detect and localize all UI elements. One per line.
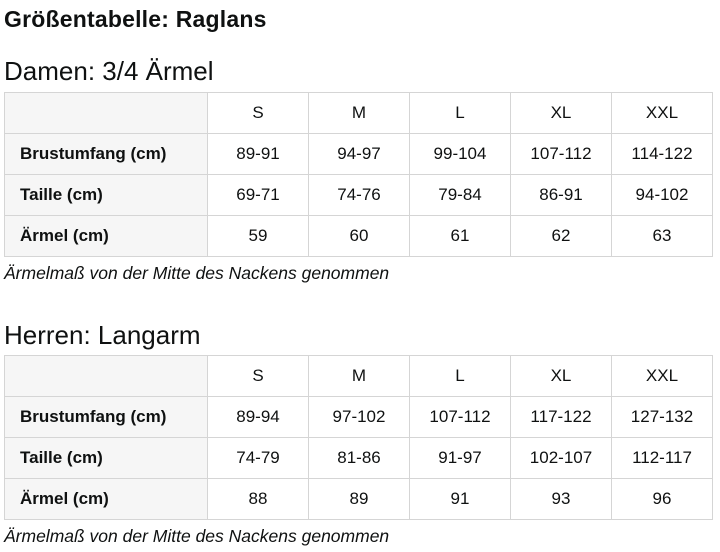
table-row-taille: Taille (cm) 74-79 81-86 91-97 102-107 11… <box>4 437 713 479</box>
table-cell: 89-94 <box>207 396 309 438</box>
table-cell: 89-91 <box>207 133 309 175</box>
size-header-m: M <box>308 355 410 397</box>
table-row-aermel: Ärmel (cm) 88 89 91 93 96 <box>4 478 713 520</box>
table-cell: 88 <box>207 478 309 520</box>
table-cell: 107-112 <box>409 396 511 438</box>
size-header-m: M <box>308 92 410 134</box>
table-cell: 102-107 <box>510 437 612 479</box>
size-table-damen: S M L XL XXL Brustumfang (cm) 89-91 94-9… <box>4 92 713 257</box>
table-cell: 112-117 <box>611 437 713 479</box>
table-row-aermel: Ärmel (cm) 59 60 61 62 63 <box>4 215 713 257</box>
row-label-brustumfang: Brustumfang (cm) <box>4 133 208 175</box>
section-heading-herren: Herren: Langarm <box>4 320 201 350</box>
page-title: Größentabelle: Raglans <box>4 6 267 32</box>
table-cell: 91 <box>409 478 511 520</box>
table-cell: 117-122 <box>510 396 612 438</box>
table-cell: 127-132 <box>611 396 713 438</box>
row-label-taille: Taille (cm) <box>4 437 208 479</box>
table-cell: 99-104 <box>409 133 511 175</box>
table-cell: 96 <box>611 478 713 520</box>
section-heading-damen: Damen: 3/4 Ärmel <box>4 56 214 86</box>
row-label-aermel: Ärmel (cm) <box>4 478 208 520</box>
row-label-taille: Taille (cm) <box>4 174 208 216</box>
footnote-damen: Ärmelmaß von der Mitte des Nackens genom… <box>4 263 390 283</box>
table-cell: 62 <box>510 215 612 257</box>
table-cell: 69-71 <box>207 174 309 216</box>
table-row-brustumfang: Brustumfang (cm) 89-91 94-97 99-104 107-… <box>4 133 713 175</box>
size-table-herren: S M L XL XXL Brustumfang (cm) 89-94 97-1… <box>4 355 713 520</box>
size-header-xxl: XXL <box>611 355 713 397</box>
table-cell: 60 <box>308 215 410 257</box>
table-header-row: S M L XL XXL <box>4 92 713 134</box>
table-cell: 93 <box>510 478 612 520</box>
size-header-l: L <box>409 92 511 134</box>
table-cell: 63 <box>611 215 713 257</box>
table-row-brustumfang: Brustumfang (cm) 89-94 97-102 107-112 11… <box>4 396 713 438</box>
table-cell: 74-79 <box>207 437 309 479</box>
table-cell: 79-84 <box>409 174 511 216</box>
corner-cell <box>4 92 208 134</box>
table-cell: 74-76 <box>308 174 410 216</box>
table-cell: 94-102 <box>611 174 713 216</box>
table-cell: 61 <box>409 215 511 257</box>
table-cell: 81-86 <box>308 437 410 479</box>
corner-cell <box>4 355 208 397</box>
size-header-xxl: XXL <box>611 92 713 134</box>
table-cell: 89 <box>308 478 410 520</box>
size-header-l: L <box>409 355 511 397</box>
footnote-herren: Ärmelmaß von der Mitte des Nackens genom… <box>4 526 390 546</box>
size-header-xl: XL <box>510 92 612 134</box>
size-header-s: S <box>207 92 309 134</box>
table-cell: 59 <box>207 215 309 257</box>
table-cell: 91-97 <box>409 437 511 479</box>
table-header-row: S M L XL XXL <box>4 355 713 397</box>
table-cell: 86-91 <box>510 174 612 216</box>
table-cell: 107-112 <box>510 133 612 175</box>
size-header-s: S <box>207 355 309 397</box>
table-cell: 97-102 <box>308 396 410 438</box>
row-label-brustumfang: Brustumfang (cm) <box>4 396 208 438</box>
row-label-aermel: Ärmel (cm) <box>4 215 208 257</box>
table-cell: 94-97 <box>308 133 410 175</box>
size-header-xl: XL <box>510 355 612 397</box>
table-row-taille: Taille (cm) 69-71 74-76 79-84 86-91 94-1… <box>4 174 713 216</box>
table-cell: 114-122 <box>611 133 713 175</box>
